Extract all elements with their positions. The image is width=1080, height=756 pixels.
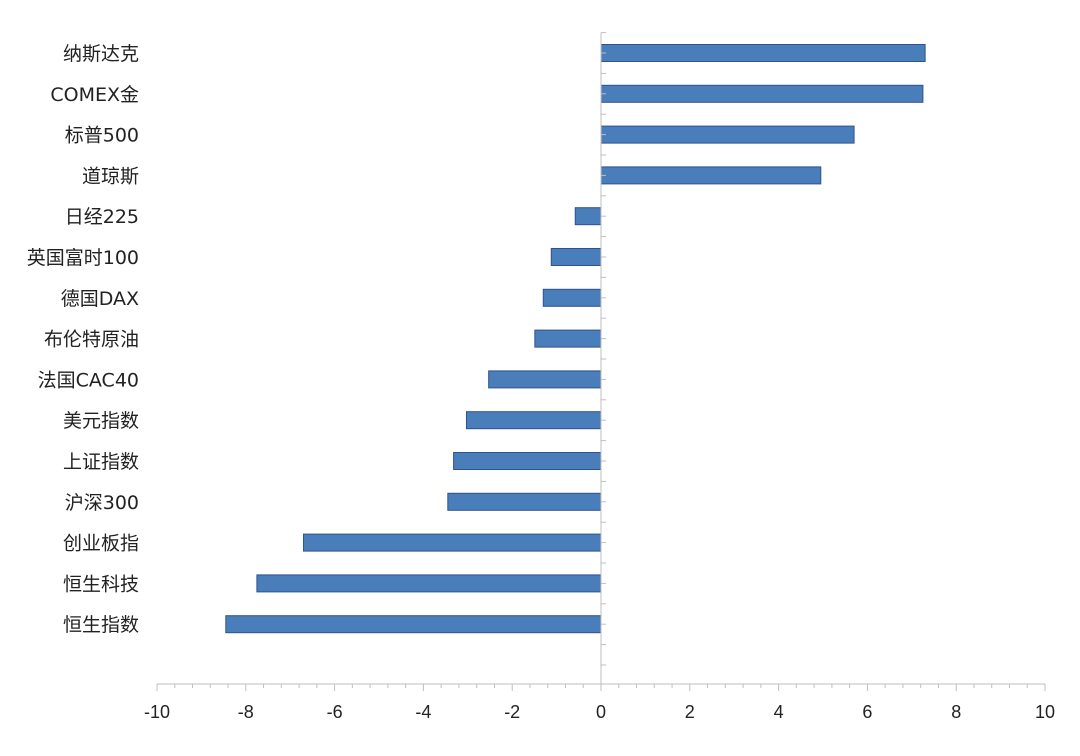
x-tick-label: 4 bbox=[774, 702, 784, 722]
category-label: 美元指数 bbox=[63, 410, 139, 432]
bar bbox=[488, 370, 602, 389]
x-tick-label: -10 bbox=[144, 702, 170, 722]
bars-group bbox=[225, 44, 926, 634]
category-label: 道琼斯 bbox=[82, 165, 139, 187]
category-label: COMEX金 bbox=[50, 84, 139, 106]
x-tick-label: 6 bbox=[862, 702, 872, 722]
category-label: 纳斯达克 bbox=[63, 43, 139, 65]
x-tick-label: -8 bbox=[238, 702, 254, 722]
bar bbox=[447, 492, 602, 511]
category-label: 英国富时100 bbox=[27, 247, 139, 269]
x-tick-label: 8 bbox=[951, 702, 961, 722]
category-label: 德国DAX bbox=[61, 288, 139, 310]
category-label: 上证指数 bbox=[63, 451, 139, 473]
x-tick-label: 0 bbox=[596, 702, 606, 722]
bar bbox=[256, 574, 602, 593]
x-tick-label: -2 bbox=[504, 702, 520, 722]
category-label: 日经225 bbox=[65, 206, 139, 228]
bar bbox=[453, 452, 602, 470]
axes-group bbox=[156, 32, 1046, 691]
category-label: 法国CAC40 bbox=[38, 369, 139, 391]
category-label: 恒生指数 bbox=[63, 614, 139, 636]
bar bbox=[465, 411, 602, 430]
category-label: 恒生科技 bbox=[63, 573, 139, 595]
bar bbox=[550, 248, 602, 266]
category-label: 沪深300 bbox=[65, 492, 139, 514]
bar bbox=[303, 533, 602, 552]
bar bbox=[600, 125, 855, 144]
category-label: 创业板指 bbox=[63, 533, 139, 555]
bar bbox=[225, 615, 602, 634]
x-tick-label: -4 bbox=[415, 702, 431, 722]
x-tick-label: -6 bbox=[327, 702, 343, 722]
category-label: 布伦特原油 bbox=[44, 329, 139, 351]
x-tick-label: 10 bbox=[1035, 702, 1055, 722]
bar bbox=[574, 207, 602, 226]
bar bbox=[542, 288, 602, 307]
bar bbox=[600, 166, 822, 185]
x-tick-label: 2 bbox=[685, 702, 695, 722]
bar bbox=[600, 84, 924, 103]
tick-labels-group: -10 -8 -6 -4 -2 0 2 4 6 8 10 bbox=[144, 702, 1055, 722]
bar bbox=[534, 329, 602, 348]
bar bbox=[600, 44, 926, 62]
category-label: 标普500 bbox=[65, 125, 139, 147]
